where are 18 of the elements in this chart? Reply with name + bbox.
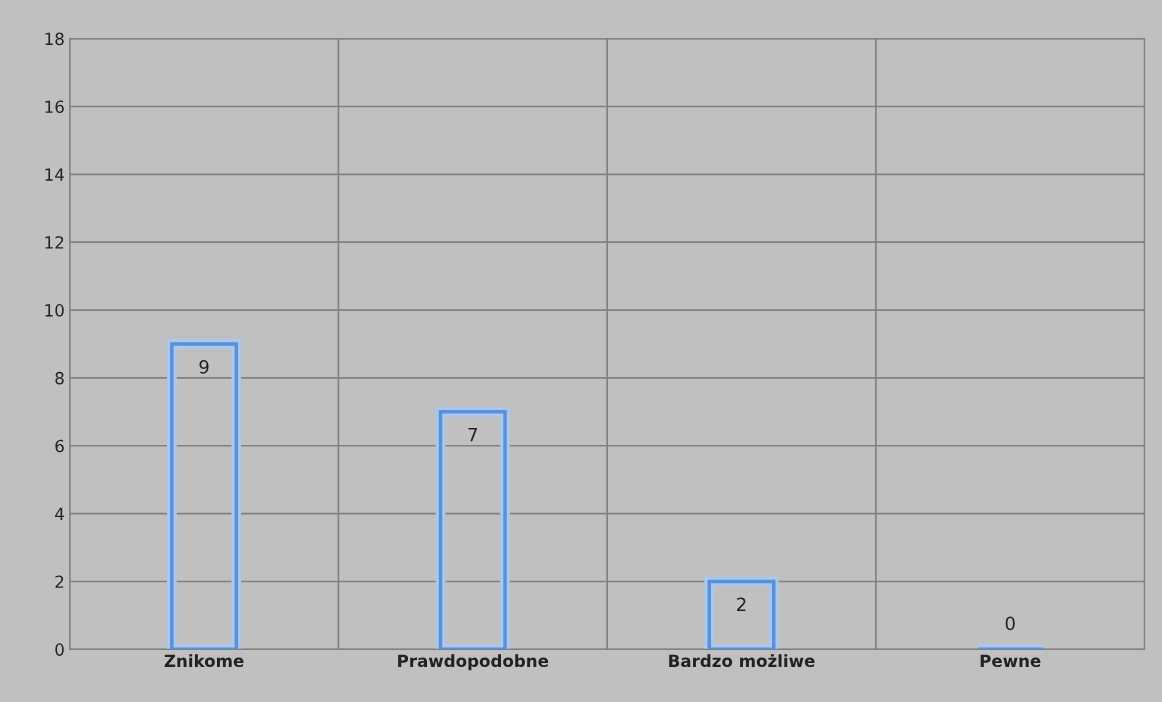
data-label: 0 <box>1005 616 1015 631</box>
y-tick-label: 18 <box>45 32 64 46</box>
y-tick-label: 4 <box>55 507 64 520</box>
x-tick-label: Bardzo możliwe <box>669 654 815 668</box>
y-tick-label: 6 <box>55 439 64 453</box>
y-tick-label: 2 <box>55 575 64 588</box>
data-label: 7 <box>468 428 477 442</box>
y-tick-label: 8 <box>55 371 64 385</box>
data-label: 2 <box>737 597 746 611</box>
y-tick-label: 16 <box>45 100 64 114</box>
x-tick-label: Pewne <box>980 654 1041 668</box>
x-tick-label: Znikome <box>164 654 244 668</box>
x-tick-label: Prawdopodobne <box>398 654 549 671</box>
y-tick-label: 14 <box>45 168 64 181</box>
data-label: 9 <box>199 359 209 374</box>
y-tick-label: 10 <box>45 304 64 317</box>
y-tick-label: 0 <box>55 643 64 656</box>
y-tick-label: 12 <box>45 236 64 249</box>
